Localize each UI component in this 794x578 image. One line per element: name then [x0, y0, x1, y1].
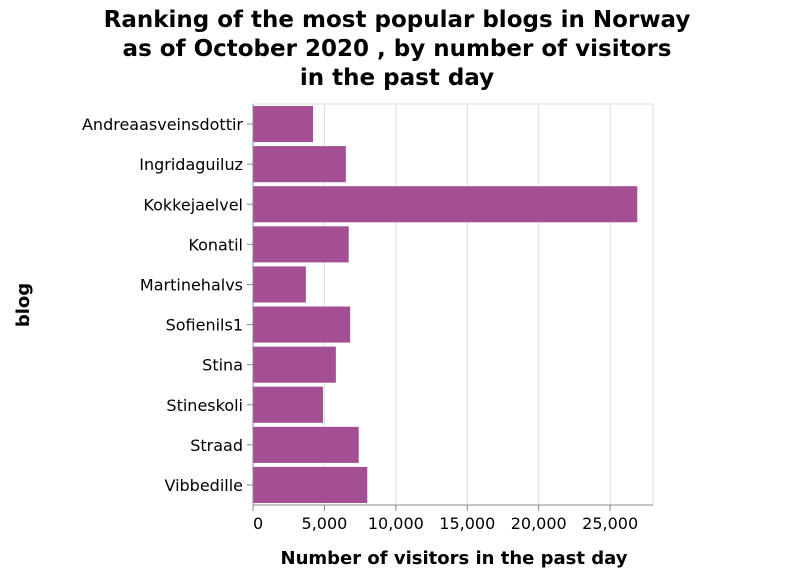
- x-tick-label: 5,000: [302, 514, 348, 533]
- bar: [253, 466, 368, 503]
- x-axis-ticks: 0 5,000 10,000 15,000 20,000 25,000: [252, 505, 638, 533]
- x-tick-label: 25,000: [582, 514, 638, 533]
- y-axis-title: blog: [13, 283, 34, 327]
- y-tick-label: Stina: [202, 356, 243, 375]
- bar: [253, 226, 349, 263]
- y-tick-label: Stineskoli: [166, 396, 243, 415]
- y-tick-label: Ingridaguiluz: [139, 155, 243, 174]
- bar: [253, 186, 638, 223]
- chart-title-line-1: Ranking of the most popular blogs in Nor…: [103, 7, 691, 33]
- x-tick-label: 10,000: [368, 514, 424, 533]
- y-tick-label: Vibbedille: [164, 476, 243, 495]
- y-tick-label: Kokkejaelvel: [143, 195, 243, 214]
- x-tick-label: 0: [253, 514, 263, 533]
- bars: [253, 106, 638, 503]
- chart-title: Ranking of the most popular blogs in Nor…: [0, 6, 794, 93]
- y-tick-label: Straad: [190, 436, 243, 455]
- x-tick-label: 20,000: [511, 514, 567, 533]
- bar: [253, 106, 313, 143]
- bar: [253, 426, 359, 463]
- axes: [252, 104, 653, 506]
- bar: [253, 266, 306, 303]
- y-tick-label: Sofienils1: [166, 316, 243, 335]
- y-tick-label: Konatil: [188, 235, 243, 254]
- y-tick-label: Martinehalvs: [140, 275, 243, 294]
- bar: [253, 146, 346, 183]
- bar: [253, 306, 351, 343]
- y-axis-ticks: Andreaasveinsdottir Ingridaguiluz Kokkejae…: [82, 115, 253, 495]
- chart-title-line-3: in the past day: [299, 65, 495, 91]
- bar: [253, 346, 336, 383]
- x-tick-label: 15,000: [439, 514, 495, 533]
- y-tick-label: Andreaasveinsdottir: [82, 115, 243, 134]
- chart-title-line-2: as of October 2020 , by number of visito…: [122, 36, 672, 62]
- bar: [253, 386, 323, 423]
- x-axis-title: Number of visitors in the past day: [281, 548, 628, 569]
